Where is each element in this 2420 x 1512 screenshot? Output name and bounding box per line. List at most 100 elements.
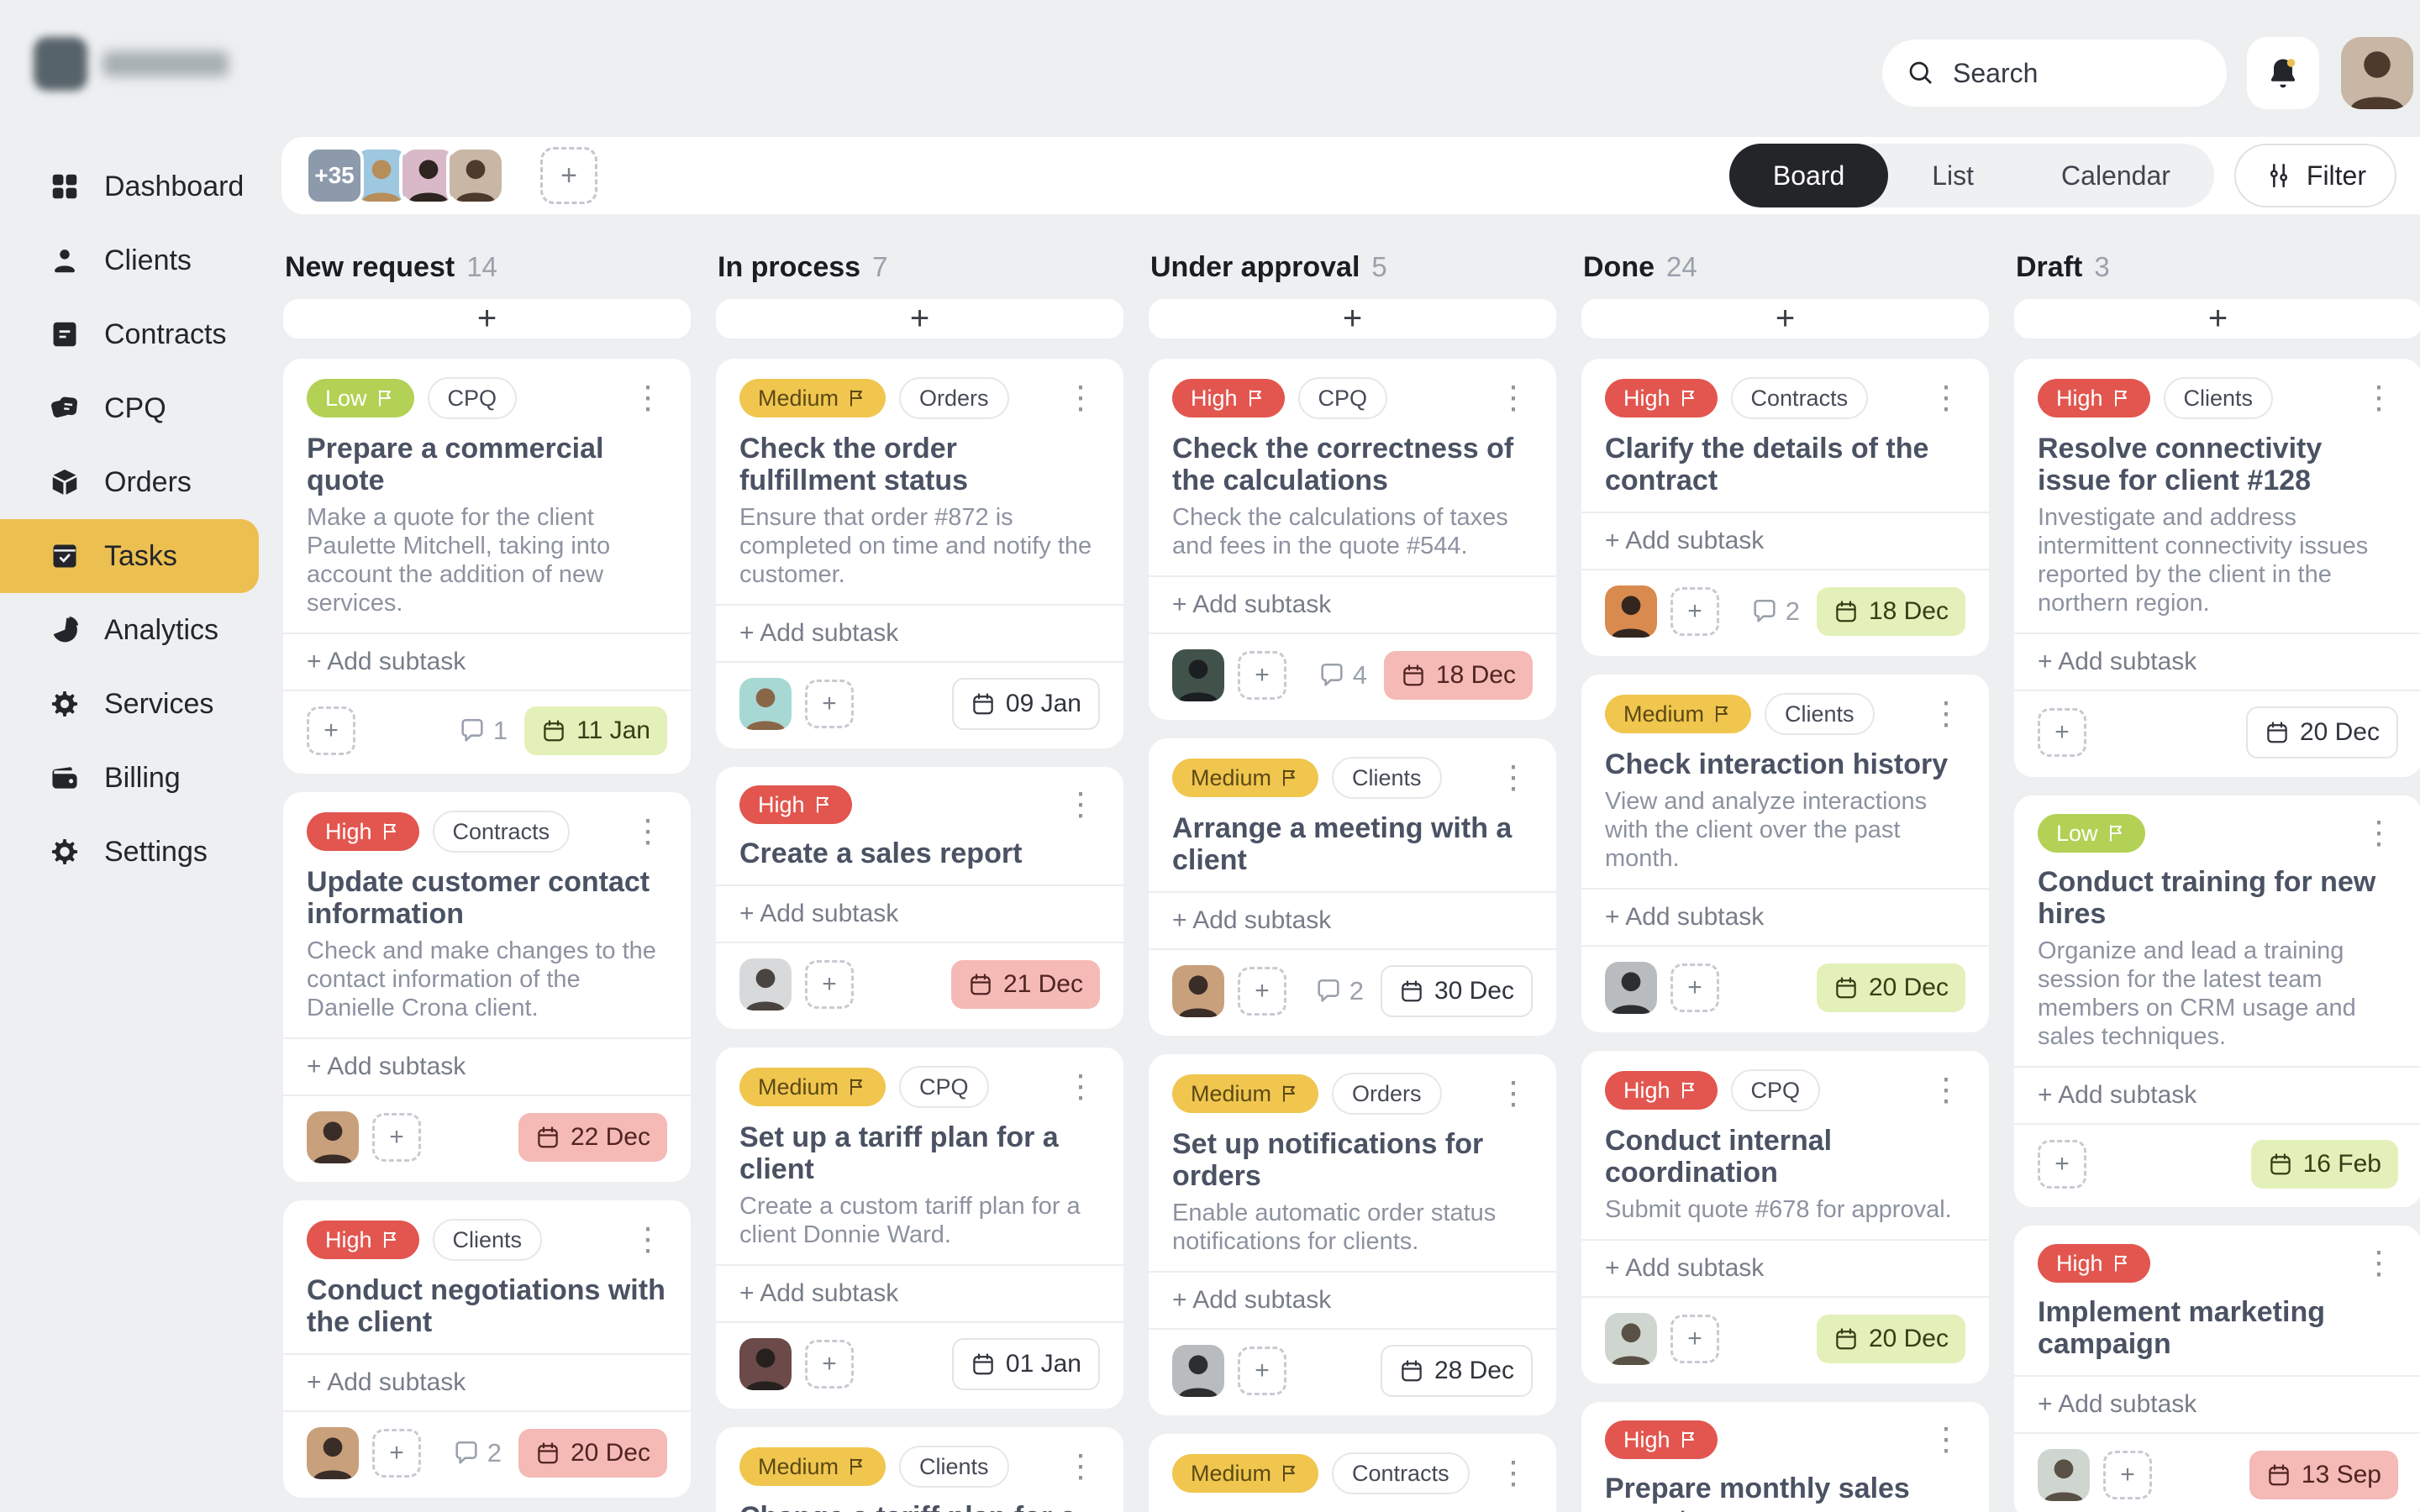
kebab-menu-icon[interactable]: ⋮ (1497, 1076, 1529, 1111)
add-assignee-button[interactable]: + (372, 1113, 421, 1162)
task-card[interactable]: Medium Orders ⋮ Check the order fulfillm… (716, 359, 1123, 748)
task-card[interactable]: Medium CPQ ⋮ Set up a tariff plan for a … (716, 1047, 1123, 1409)
sidebar-item-analytics[interactable]: Analytics (0, 593, 281, 667)
add-subtask-button[interactable]: + Add subtask (307, 1053, 466, 1080)
add-assignee-button[interactable]: + (2038, 1140, 2086, 1189)
kebab-menu-icon[interactable]: ⋮ (1065, 1449, 1097, 1484)
task-card[interactable]: Medium Clients ⋮ Change a tariff plan fo… (716, 1427, 1123, 1512)
column-title: New request (285, 251, 455, 283)
calendar-icon (1402, 980, 1422, 1002)
kebab-menu-icon[interactable]: ⋮ (1930, 381, 1962, 416)
add-subtask-button[interactable]: + Add subtask (739, 900, 899, 927)
add-subtask-button[interactable]: + Add subtask (307, 1368, 466, 1396)
add-card-button[interactable]: + (1149, 299, 1556, 339)
task-card[interactable]: Medium Clients ⋮ Check interaction histo… (1581, 675, 1989, 1032)
sidebar-item-tasks[interactable]: Tasks (0, 519, 259, 593)
task-card[interactable]: Medium Orders ⋮ Set up notifications for… (1149, 1054, 1556, 1415)
add-card-button[interactable]: + (1581, 299, 1989, 339)
kebab-menu-icon[interactable]: ⋮ (1065, 381, 1097, 416)
search-input[interactable] (1951, 56, 2218, 90)
view-tab-board[interactable]: Board (1728, 144, 1889, 207)
add-subtask-button[interactable]: + Add subtask (2038, 1390, 2197, 1418)
flag-icon (2114, 390, 2127, 407)
task-card[interactable]: High Clients ⋮ Conduct negotiations with… (283, 1200, 691, 1498)
sidebar-item-services[interactable]: Services (0, 667, 281, 741)
members-overflow-badge[interactable]: +35 (305, 146, 364, 205)
task-card[interactable]: Medium Contracts ⋮ Finalize contract (1149, 1434, 1556, 1512)
due-date-chip: 20 Dec (1816, 1315, 1965, 1363)
sidebar-item-billing[interactable]: Billing (0, 741, 281, 815)
add-subtask-button[interactable]: + Add subtask (2038, 648, 2197, 675)
kebab-menu-icon[interactable]: ⋮ (632, 1222, 664, 1257)
add-member-button[interactable]: + (540, 147, 597, 204)
task-card[interactable]: High Contracts ⋮ Clarify the details of … (1581, 359, 1989, 656)
add-assignee-button[interactable]: + (1238, 1347, 1286, 1395)
task-card[interactable]: High CPQ ⋮ Check the correctness of the … (1149, 359, 1556, 720)
kebab-menu-icon[interactable]: ⋮ (632, 381, 664, 416)
add-subtask-button[interactable]: + Add subtask (1172, 1286, 1332, 1314)
task-card[interactable]: High Clients ⋮ Resolve connectivity issu… (2014, 359, 2420, 777)
kebab-menu-icon[interactable]: ⋮ (1930, 696, 1962, 732)
add-card-button[interactable]: + (283, 299, 691, 339)
sidebar-item-settings[interactable]: Settings (0, 815, 281, 889)
priority-badge: Medium (1172, 1454, 1319, 1493)
sidebar-item-dashboard[interactable]: Dashboard (0, 150, 281, 223)
sidebar-item-clients[interactable]: Clients (0, 223, 281, 297)
add-assignee-button[interactable]: + (805, 960, 854, 1009)
kebab-menu-icon[interactable]: ⋮ (1497, 1456, 1529, 1491)
kebab-menu-icon[interactable]: ⋮ (632, 814, 664, 849)
add-subtask-button[interactable]: + Add subtask (1172, 906, 1332, 934)
add-assignee-button[interactable]: + (372, 1429, 421, 1478)
task-card[interactable]: High ⋮ Prepare monthly sales report Coll… (1581, 1402, 1989, 1512)
add-subtask-button[interactable]: + Add subtask (1605, 1254, 1765, 1282)
add-assignee-button[interactable]: + (307, 706, 355, 755)
add-assignee-button[interactable]: + (1670, 587, 1719, 636)
add-subtask-button[interactable]: + Add subtask (2038, 1081, 2197, 1109)
kebab-menu-icon[interactable]: ⋮ (1065, 1069, 1097, 1105)
kebab-menu-icon[interactable]: ⋮ (2363, 381, 2395, 416)
task-card[interactable]: High ⋮ Implement marketing campaign + Ad… (2014, 1226, 2420, 1512)
kebab-menu-icon[interactable]: ⋮ (1930, 1422, 1962, 1457)
add-subtask-button[interactable]: + Add subtask (1172, 591, 1332, 618)
task-card[interactable]: High CPQ ⋮ Conduct internal coordination… (1581, 1051, 1989, 1383)
task-card[interactable]: High ⋮ Create a sales report + Add subta… (716, 767, 1123, 1029)
add-subtask-button[interactable]: + Add subtask (1605, 903, 1765, 931)
sidebar-item-orders[interactable]: Orders (0, 445, 281, 519)
add-assignee-button[interactable]: + (1238, 967, 1286, 1016)
kebab-menu-icon[interactable]: ⋮ (1497, 760, 1529, 795)
search-box[interactable] (1882, 39, 2227, 107)
card-header: Medium Clients ⋮ (1581, 693, 1989, 735)
add-subtask-button[interactable]: + Add subtask (307, 648, 466, 675)
notifications-button[interactable] (2247, 37, 2319, 109)
sidebar-item-contracts[interactable]: Contracts (0, 297, 281, 371)
kebab-menu-icon[interactable]: ⋮ (2363, 816, 2395, 851)
add-subtask-button[interactable]: + Add subtask (1605, 527, 1765, 554)
user-avatar[interactable] (2341, 37, 2413, 109)
add-subtask-button[interactable]: + Add subtask (739, 1279, 899, 1307)
flag-icon (1283, 1465, 1296, 1482)
add-assignee-button[interactable]: + (1670, 1315, 1719, 1363)
task-card[interactable]: Low ⋮ Conduct training for new hires Org… (2014, 795, 2420, 1207)
view-tab-list[interactable]: List (1932, 160, 1975, 191)
task-card[interactable]: Low CPQ ⋮ Prepare a commercial quote Mak… (283, 359, 691, 774)
card-footer-right: 4 18 Dec (1318, 651, 1533, 700)
kebab-menu-icon[interactable]: ⋮ (1065, 787, 1097, 822)
kebab-menu-icon[interactable]: ⋮ (1930, 1073, 1962, 1108)
kebab-menu-icon[interactable]: ⋮ (1497, 381, 1529, 416)
add-assignee-button[interactable]: + (2103, 1451, 2152, 1499)
add-card-button[interactable]: + (2014, 299, 2420, 339)
add-assignee-button[interactable]: + (2038, 708, 2086, 757)
card-header: Low ⋮ (2014, 814, 2420, 853)
sidebar-item-cpq[interactable]: CPQ (0, 371, 281, 445)
filter-button[interactable]: Filter (2233, 144, 2396, 207)
add-card-button[interactable]: + (716, 299, 1123, 339)
task-card[interactable]: Medium Clients ⋮ Arrange a meeting with … (1149, 738, 1556, 1036)
kebab-menu-icon[interactable]: ⋮ (2363, 1246, 2395, 1281)
add-assignee-button[interactable]: + (805, 1340, 854, 1389)
add-assignee-button[interactable]: + (805, 680, 854, 728)
add-assignee-button[interactable]: + (1670, 963, 1719, 1012)
add-assignee-button[interactable]: + (1238, 651, 1286, 700)
task-card[interactable]: High Contracts ⋮ Update customer contact… (283, 792, 691, 1182)
view-tab-calendar[interactable]: Calendar (2061, 160, 2170, 191)
add-subtask-button[interactable]: + Add subtask (739, 619, 899, 647)
